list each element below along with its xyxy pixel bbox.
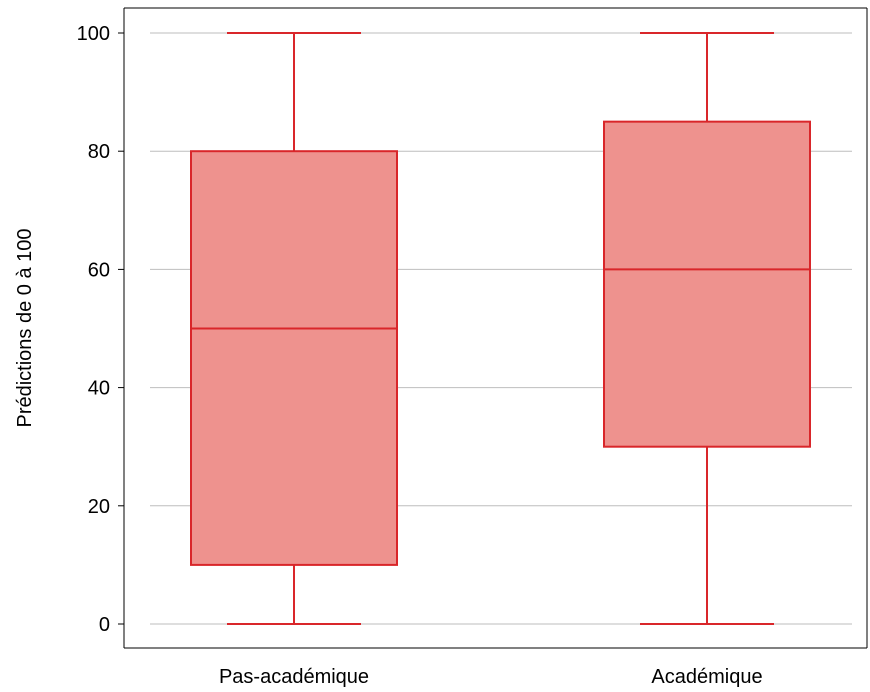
interquartile-box bbox=[603, 120, 811, 448]
y-tick-label-40: 40 bbox=[88, 378, 110, 400]
y-tick-label-100: 100 bbox=[77, 23, 110, 45]
interquartile-box bbox=[190, 150, 398, 566]
y-tick-label-60: 60 bbox=[88, 259, 110, 281]
x-tick-label-1: Pas-académique bbox=[219, 666, 369, 688]
boxes bbox=[190, 32, 811, 625]
x-tick-label-2: Académique bbox=[651, 666, 762, 688]
y-tick-label-80: 80 bbox=[88, 141, 110, 163]
y-tick-label-0: 0 bbox=[99, 614, 110, 636]
y-tick-label-20: 20 bbox=[88, 496, 110, 518]
x-axis-tick-labels: Pas-académique Académique bbox=[219, 666, 763, 688]
y-axis-ticks: 0 20 40 60 80 100 bbox=[77, 23, 124, 636]
box-1 bbox=[190, 32, 398, 625]
box-2 bbox=[603, 32, 811, 625]
y-axis-title: Prédictions de 0 à 100 bbox=[14, 228, 36, 427]
axes bbox=[123, 7, 868, 649]
